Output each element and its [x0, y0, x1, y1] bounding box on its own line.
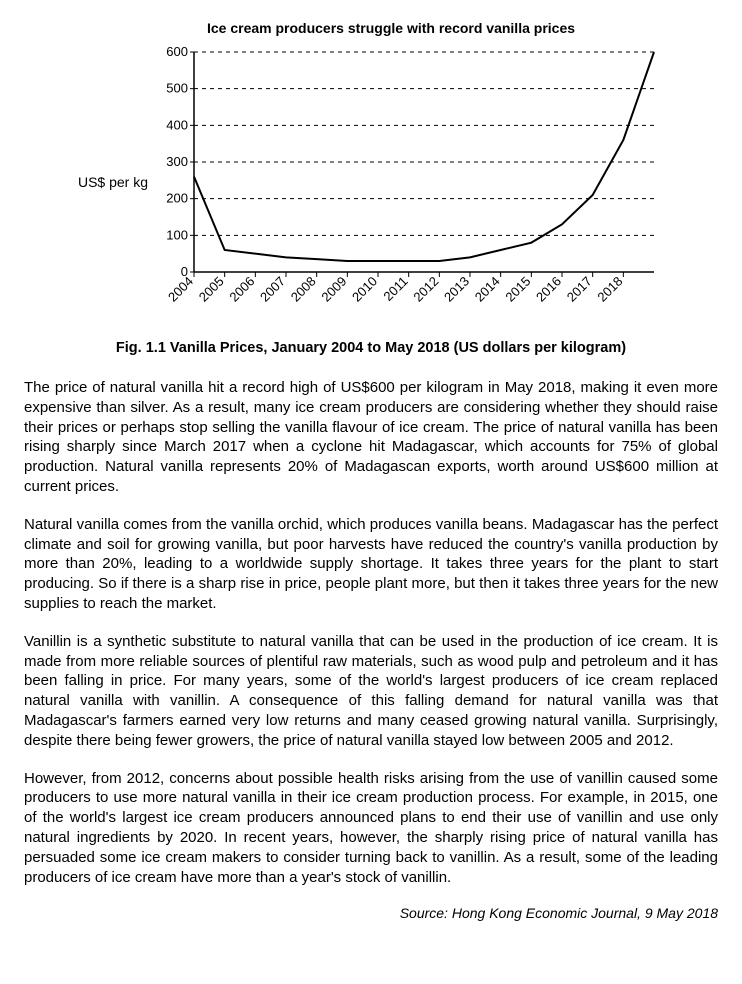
svg-text:2012: 2012 — [410, 274, 441, 305]
svg-text:2015: 2015 — [502, 274, 533, 305]
source-attribution: Source: Hong Kong Economic Journal, 9 Ma… — [24, 905, 718, 921]
svg-text:2008: 2008 — [288, 274, 319, 305]
paragraph-1: The price of natural vanilla hit a recor… — [24, 378, 718, 497]
svg-text:600: 600 — [166, 44, 188, 59]
svg-text:2009: 2009 — [318, 274, 349, 305]
svg-text:400: 400 — [166, 117, 188, 132]
paragraph-3: Vanillin is a synthetic substitute to na… — [24, 632, 718, 751]
svg-text:300: 300 — [166, 154, 188, 169]
svg-text:2018: 2018 — [594, 274, 625, 305]
chart-container: US$ per kg 01002003004005006002004200520… — [24, 42, 718, 322]
svg-text:2010: 2010 — [349, 274, 380, 305]
svg-text:2007: 2007 — [257, 274, 288, 305]
svg-text:2006: 2006 — [226, 274, 257, 305]
chart-title: Ice cream producers struggle with record… — [64, 20, 718, 36]
svg-text:500: 500 — [166, 81, 188, 96]
paragraph-4: However, from 2012, concerns about possi… — [24, 769, 718, 888]
y-axis-label: US$ per kg — [78, 174, 148, 190]
paragraph-2: Natural vanilla comes from the vanilla o… — [24, 515, 718, 614]
svg-text:200: 200 — [166, 191, 188, 206]
chart-caption: Fig. 1.1 Vanilla Prices, January 2004 to… — [24, 340, 718, 356]
svg-text:2005: 2005 — [196, 274, 227, 305]
vanilla-price-chart: 0100200300400500600200420052006200720082… — [154, 42, 664, 322]
svg-text:2013: 2013 — [441, 274, 472, 305]
svg-text:2004: 2004 — [165, 274, 196, 305]
svg-text:2011: 2011 — [380, 274, 410, 304]
svg-text:2016: 2016 — [533, 274, 564, 305]
svg-text:100: 100 — [166, 227, 188, 242]
svg-text:2017: 2017 — [564, 274, 595, 305]
svg-text:2014: 2014 — [472, 274, 503, 305]
